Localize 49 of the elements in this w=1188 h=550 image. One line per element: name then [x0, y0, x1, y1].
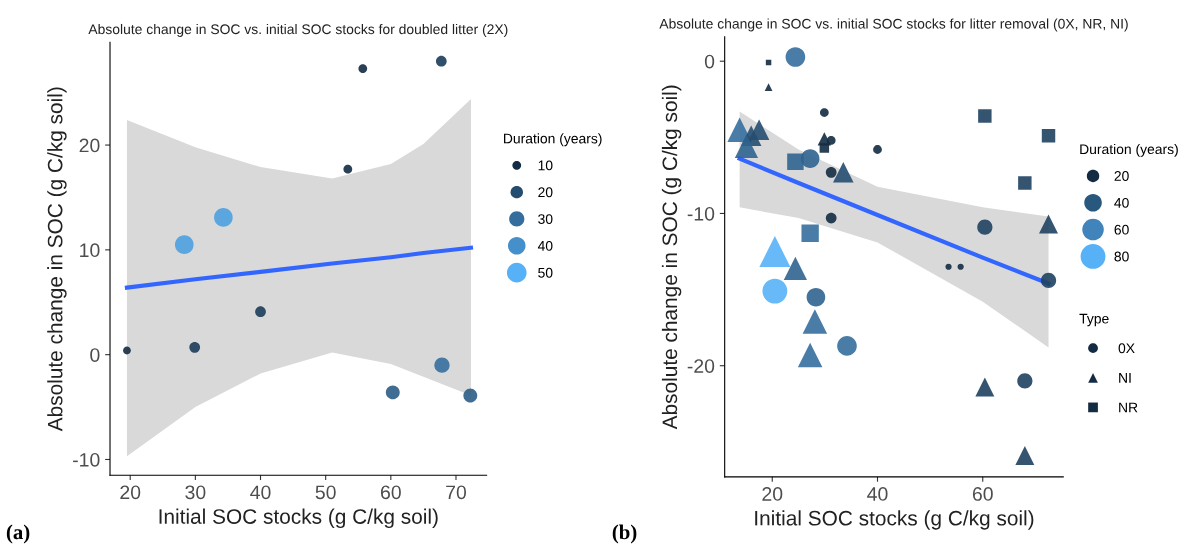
chart-title: Absolute change in SOC vs. initial SOC stocks for litter removal (0X, NR, NI) [659, 18, 1128, 32]
y-tick-label: 0 [704, 54, 715, 69]
text: (a) [6, 524, 30, 544]
legend-title: Duration (years) [504, 133, 602, 147]
point [189, 341, 201, 353]
legend-label: 10 [538, 160, 553, 171]
x-tick-label: 30 [185, 485, 206, 500]
x-axis-title: Initial SOC stocks (g C/kg soil) [755, 510, 1034, 530]
y-tick-label: -20 [687, 359, 715, 373]
x-tick-label: 60 [381, 485, 401, 500]
legend-label: NI [1119, 373, 1131, 383]
text: Duration (years) [1080, 143, 1178, 157]
line-series [124, 245, 474, 290]
y-tick-label: -10 [73, 452, 100, 467]
legend-label: 20 [1114, 171, 1129, 181]
y-axis-title: Absolute change in SOC (g C/kg soil) [661, 85, 682, 430]
point [343, 164, 353, 174]
y-tick-label: 0 [90, 348, 100, 362]
point [1041, 129, 1056, 143]
legend-label: 80 [1114, 251, 1129, 262]
point [833, 162, 854, 183]
legend-label: 0X [1118, 343, 1135, 354]
point [435, 55, 447, 67]
chart-title: Absolute change in SOC vs. initial SOC stocks for doubled litter (2X) [88, 23, 508, 37]
x-tick-label: 40 [250, 485, 271, 500]
legend-label: 30 [538, 214, 553, 224]
legend-label: 60 [1114, 224, 1129, 235]
x-tick-label: 20 [762, 487, 783, 501]
y-axis-title: Absolute change in SOC (g C/kg soil) [47, 87, 67, 432]
text: (b) [612, 524, 637, 544]
y-tick-label: 20 [79, 138, 100, 153]
y-tick-label: -10 [687, 206, 715, 221]
x-tick-label: 50 [315, 485, 336, 500]
x-tick-label: 40 [867, 487, 888, 501]
legend-label: 40 [1114, 197, 1129, 208]
legend-label: 50 [538, 267, 553, 278]
y-tick-label: 10 [80, 243, 100, 258]
legend-label: 20 [538, 187, 553, 198]
x-tick-label: 70 [446, 485, 467, 500]
legend-label: NR [1119, 402, 1138, 413]
point [255, 306, 266, 318]
point [978, 109, 992, 123]
x-tick-label: 60 [972, 487, 993, 501]
x-tick-label: 20 [120, 485, 141, 500]
point [358, 64, 368, 73]
text: Type [1079, 313, 1109, 327]
legend-label: 40 [537, 240, 553, 251]
point [1018, 176, 1032, 190]
x-axis-title: Initial SOC stocks (g C/kg soil) [159, 508, 438, 529]
